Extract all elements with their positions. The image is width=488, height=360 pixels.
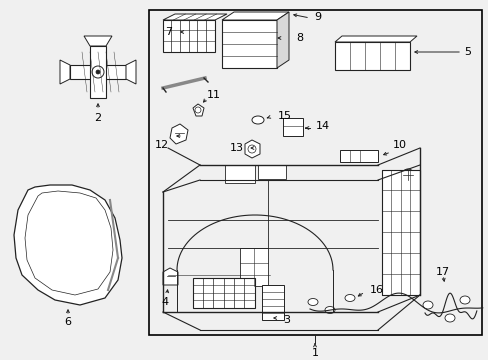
Text: 7: 7 [165,27,172,37]
Text: 14: 14 [315,121,329,131]
Circle shape [96,70,100,74]
Polygon shape [163,14,226,20]
Ellipse shape [444,314,454,322]
Ellipse shape [422,301,432,309]
Text: 4: 4 [161,297,168,307]
Text: 16: 16 [369,285,383,295]
Text: 13: 13 [229,143,244,153]
Bar [193,278,254,308]
Polygon shape [126,60,136,84]
Bar [222,20,276,68]
Text: 2: 2 [94,113,102,123]
Ellipse shape [325,306,334,314]
Bar [258,165,285,179]
Text: 3: 3 [283,315,289,325]
Text: 11: 11 [206,90,221,100]
Bar [283,118,303,136]
Bar [163,20,215,52]
Ellipse shape [251,116,264,124]
Bar [339,150,377,162]
Bar [381,170,419,295]
Text: 1: 1 [311,348,318,358]
Polygon shape [334,36,416,42]
Ellipse shape [307,298,317,306]
Polygon shape [193,104,203,116]
Ellipse shape [345,294,354,302]
Bar [70,65,126,79]
Text: 8: 8 [296,33,303,43]
Polygon shape [60,60,70,84]
Text: 5: 5 [464,47,470,57]
Polygon shape [222,12,288,20]
Polygon shape [170,124,187,144]
Bar [224,165,254,183]
Bar [90,46,106,98]
Polygon shape [14,185,122,305]
Bar [149,10,481,335]
Text: 12: 12 [155,140,169,150]
Text: 17: 17 [435,267,449,277]
Text: 15: 15 [278,111,291,121]
Text: 10: 10 [392,140,406,150]
Text: 9: 9 [314,12,321,22]
Bar [334,42,409,70]
Ellipse shape [459,296,469,304]
Polygon shape [244,140,260,158]
Bar [240,248,267,286]
Bar [262,285,284,320]
Polygon shape [276,12,288,68]
Text: 6: 6 [64,317,71,327]
Polygon shape [163,268,178,285]
Polygon shape [84,36,112,46]
